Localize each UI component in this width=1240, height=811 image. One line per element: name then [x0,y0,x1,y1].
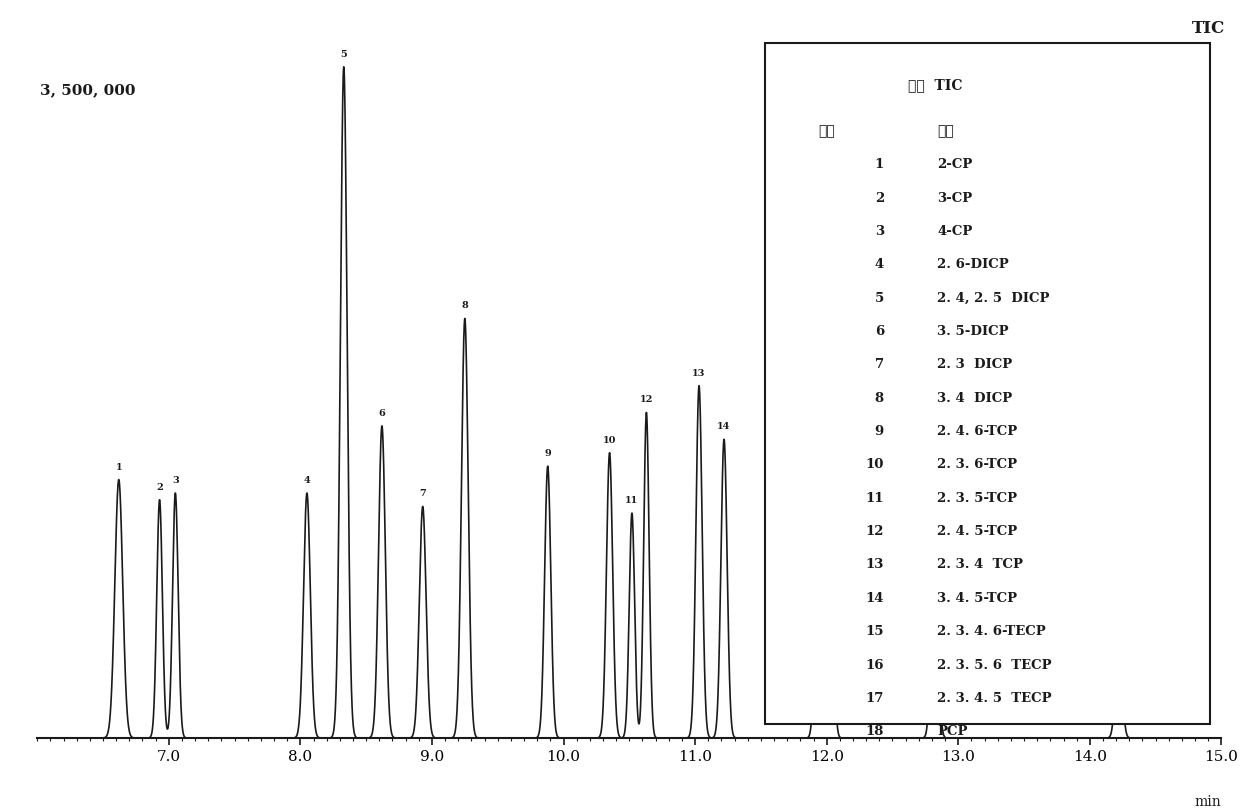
Text: 12: 12 [866,526,884,539]
Text: 12: 12 [640,396,653,405]
Text: 2. 3  DICP: 2. 3 DICP [937,358,1012,371]
Text: 2: 2 [156,483,162,491]
Text: 2. 3. 4. 5  TECP: 2. 3. 4. 5 TECP [937,692,1052,705]
Text: 3. 4  DICP: 3. 4 DICP [937,392,1012,405]
Text: 10: 10 [866,458,884,471]
Text: 2. 4. 6-TCP: 2. 4. 6-TCP [937,425,1018,438]
Text: 4: 4 [874,259,884,272]
Text: 17: 17 [928,476,941,485]
Text: 9: 9 [874,425,884,438]
Text: 2-CP: 2-CP [937,158,972,171]
Text: min: min [1194,795,1221,809]
Text: 11: 11 [625,496,639,505]
FancyBboxPatch shape [765,42,1209,724]
Text: 14: 14 [718,423,730,431]
Text: 2: 2 [874,191,884,204]
Text: 峰表  TIC: 峰表 TIC [908,78,962,92]
Text: 2. 4, 2. 5  DICP: 2. 4, 2. 5 DICP [937,292,1050,305]
Text: 15: 15 [811,536,825,545]
Text: 18: 18 [1112,610,1126,619]
Text: 2. 3. 4  TCP: 2. 3. 4 TCP [937,559,1023,572]
Text: 14: 14 [866,592,884,605]
Text: 17: 17 [866,692,884,705]
Text: 3. 4. 5-TCP: 3. 4. 5-TCP [937,592,1017,605]
Text: 2. 6-DICP: 2. 6-DICP [937,259,1009,272]
Text: 3. 5-DICP: 3. 5-DICP [937,325,1009,338]
Text: 6: 6 [378,409,386,418]
Text: 1: 1 [874,158,884,171]
Text: 2. 3. 6-TCP: 2. 3. 6-TCP [937,458,1017,471]
Text: 峰号: 峰号 [818,124,836,138]
Text: 18: 18 [866,725,884,738]
Text: 3-CP: 3-CP [937,191,972,204]
Text: 6: 6 [874,325,884,338]
Text: 7: 7 [874,358,884,371]
Text: 2. 3. 5. 6  TECP: 2. 3. 5. 6 TECP [937,659,1052,672]
Text: PCP: PCP [937,725,967,738]
Text: 16: 16 [823,503,837,512]
Text: 2. 3. 4. 6-TECP: 2. 3. 4. 6-TECP [937,625,1047,638]
Text: 4-CP: 4-CP [937,225,972,238]
Text: 10: 10 [603,436,616,444]
Text: 3: 3 [874,225,884,238]
Text: 9: 9 [544,449,551,458]
Text: 2. 3. 5-TCP: 2. 3. 5-TCP [937,491,1017,504]
Text: 11: 11 [866,491,884,504]
Text: 7: 7 [419,489,427,499]
Text: 16: 16 [866,659,884,672]
Text: 3, 500, 000: 3, 500, 000 [40,84,135,97]
Text: 15: 15 [866,625,884,638]
Text: 13: 13 [692,368,706,378]
Text: 8: 8 [461,302,469,311]
Text: 5: 5 [874,292,884,305]
Text: 1: 1 [115,462,122,471]
Text: 8: 8 [874,392,884,405]
Text: TIC: TIC [1192,20,1225,37]
Text: 5: 5 [341,49,347,58]
Text: 4: 4 [304,476,310,485]
Text: 3: 3 [172,476,179,485]
Text: 13: 13 [866,559,884,572]
Text: 2. 4. 5-TCP: 2. 4. 5-TCP [937,526,1018,539]
Text: 名称: 名称 [937,124,954,138]
